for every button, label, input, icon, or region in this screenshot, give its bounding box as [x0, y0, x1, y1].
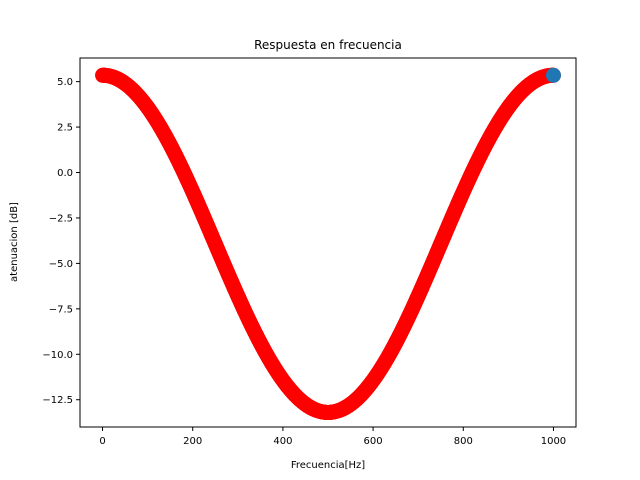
x-tick-label: 200	[183, 436, 202, 447]
y-axis-label: atenuacion [dB]	[9, 202, 20, 282]
y-tick-label: −5.0	[49, 259, 73, 270]
x-axis: 0 200 400 600 800 1000	[99, 427, 566, 447]
x-tick-label: 1000	[541, 436, 566, 447]
series-layer	[95, 67, 561, 420]
x-tick-label: 400	[273, 436, 292, 447]
chart-title: Respuesta en frecuencia	[254, 38, 402, 52]
y-tick-label: −12.5	[42, 395, 73, 406]
y-tick-label: −2.5	[49, 213, 73, 224]
x-tick-label: 600	[364, 436, 383, 447]
x-tick-label: 800	[454, 436, 473, 447]
plot-frame	[79, 57, 577, 428]
y-axis: 5.0 2.5 0.0 −2.5 −5.0 −7.5 −10.0 −12.5	[42, 77, 80, 406]
y-tick-label: 2.5	[57, 123, 73, 134]
y-tick-label: −7.5	[49, 304, 73, 315]
x-axis-label: Frecuencia[Hz]	[291, 460, 365, 471]
series-0	[95, 67, 561, 420]
y-tick-label: 5.0	[57, 77, 73, 88]
y-tick-label: 0.0	[57, 168, 73, 179]
plot-area	[95, 67, 561, 420]
x-tick-label: 0	[99, 436, 105, 447]
y-tick-label: −10.0	[42, 350, 73, 361]
data-point	[545, 67, 561, 83]
series-1	[545, 67, 561, 83]
